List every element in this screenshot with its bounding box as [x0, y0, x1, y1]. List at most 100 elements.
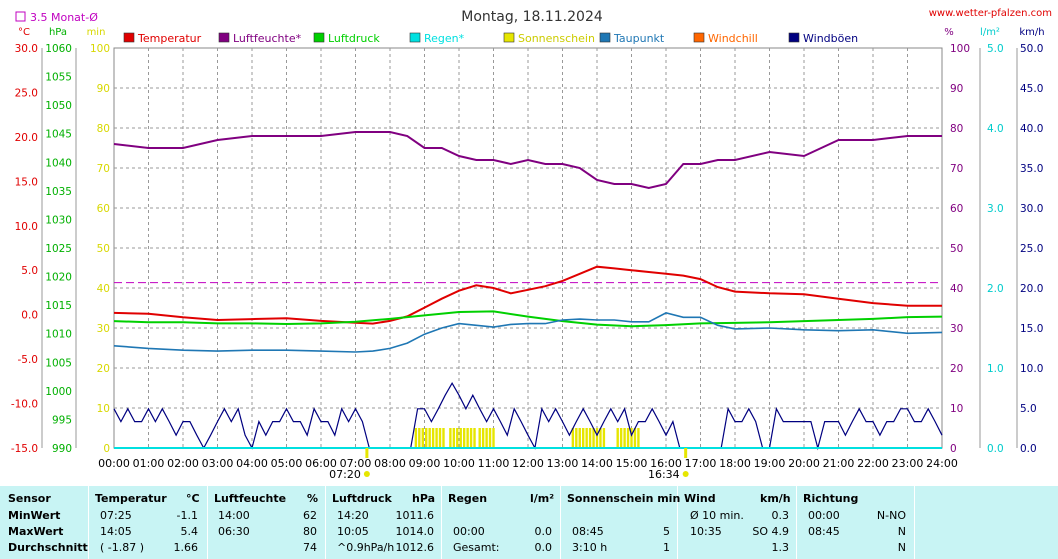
hdr-pressure: Luftdruck: [332, 492, 392, 505]
axis-tick-pressure: 1020: [45, 272, 72, 284]
legend-label: Windböen: [803, 32, 858, 45]
sunshine-bar: [466, 428, 469, 448]
axis-tick-temperature: 15.0: [15, 176, 38, 188]
sunshine-bar: [456, 428, 459, 448]
rain-value: 0.0: [534, 541, 553, 554]
axis-tick-pressure: 1035: [45, 186, 72, 198]
axis-tick-humidity: 70: [950, 163, 963, 175]
series-line-windb-en: [113, 381, 943, 451]
chart-title: Montag, 18.11.2024: [461, 9, 603, 25]
direction-time: 00:00: [808, 509, 840, 522]
direction-value: N: [897, 541, 906, 554]
sunshine-bar: [488, 428, 492, 448]
hdr-wind: Wind: [684, 492, 716, 505]
axis-tick-pressure: 1015: [45, 300, 72, 312]
sunshine-bar: [492, 428, 495, 448]
sunshine-bar: [630, 428, 633, 448]
axis-tick-humidity: 100: [950, 43, 970, 55]
rain-time: Gesamt:: [453, 541, 500, 554]
sunshine-bar: [626, 428, 630, 448]
axis-tick-sunshine: 70: [97, 163, 110, 175]
axis-tick-humidity: 40: [950, 283, 963, 295]
site-url: www.wetter-pfalzen.com: [929, 8, 1052, 19]
x-tick-label: 24:00: [926, 457, 958, 470]
stat-row-label: Durchschnitt: [8, 541, 88, 554]
sunshine-bar: [421, 428, 424, 448]
axis-tick-humidity: 60: [950, 203, 963, 215]
axis-tick-rain: 0.0: [987, 443, 1004, 455]
axis-tick-pressure: 1005: [45, 357, 72, 369]
stat-row-label: MaxWert: [8, 525, 64, 538]
axis-tick-pressure: 990: [52, 443, 72, 455]
hdr-pressure-unit: hPa: [412, 492, 436, 505]
legend-label: Luftdruck: [328, 32, 380, 45]
pressure-time: 10:05: [337, 525, 369, 538]
axis-tick-wind: 0.0: [1020, 443, 1037, 455]
x-tick-label: 04:00: [236, 457, 268, 470]
axis-tick-sunshine: 100: [90, 43, 110, 55]
legend-swatch: [313, 32, 325, 43]
x-tick-label: 21:00: [823, 457, 855, 470]
axis-tick-rain: 3.0: [987, 203, 1004, 215]
sunshine-bar: [452, 428, 456, 448]
sunshine-bar: [633, 428, 637, 448]
legend-swatch: [409, 32, 421, 43]
sunshine-bar: [414, 428, 418, 448]
stats-row: MinWert 07:25 -1.1 14:00 62 14:20 1011.6 Ø 10 m…: [0, 509, 1058, 525]
avg-legend-label: 3.5 Monat-Ø: [30, 11, 98, 24]
sunshine-bar: [431, 428, 435, 448]
axis-tick-sunshine: 30: [97, 323, 110, 335]
temp-value: 5.4: [180, 525, 199, 538]
axis-unit-rain: l/m²: [980, 27, 1000, 38]
hdr-sensor: Sensor: [8, 492, 51, 505]
sunshine-bar: [623, 428, 626, 448]
sunshine-bar: [478, 428, 481, 448]
sun-event-label: 16:34: [648, 468, 680, 481]
axis-tick-temperature: 5.0: [21, 265, 38, 277]
x-tick-label: 19:00: [754, 457, 786, 470]
axis-tick-pressure: 1030: [45, 214, 72, 226]
hdr-humidity-unit: %: [307, 492, 319, 505]
x-tick-label: 00:00: [98, 457, 130, 470]
stats-header-row: Sensor Temperatur °C Luftfeuchte % Luftd…: [0, 492, 1058, 508]
axis-tick-sunshine: 0: [103, 443, 110, 455]
x-tick-label: 03:00: [202, 457, 234, 470]
axis-tick-pressure: 1000: [45, 386, 72, 398]
legend-label: Taupunkt: [613, 32, 665, 45]
stat-row-label: MinWert: [8, 509, 61, 522]
pressure-value: 1012.6: [395, 541, 435, 554]
axis-tick-wind: 45.0: [1020, 83, 1043, 95]
axis-tick-wind: 5.0: [1020, 403, 1037, 415]
sunshine-bar: [588, 428, 592, 448]
x-tick-label: 01:00: [133, 457, 165, 470]
axis-tick-temperature: 25.0: [15, 87, 38, 99]
hdr-temperature: Temperatur: [95, 492, 167, 505]
humidity-value: 80: [303, 525, 317, 538]
axis-tick-sunshine: 90: [97, 83, 110, 95]
axis-tick-humidity: 50: [950, 243, 963, 255]
sunshine-bar: [599, 428, 602, 448]
pressure-value: 1014.0: [395, 525, 435, 538]
axis-tick-humidity: 20: [950, 363, 963, 375]
x-tick-label: 06:00: [305, 457, 337, 470]
series-line-luftfeuchte: [113, 131, 942, 190]
sunshine-bar: [571, 428, 575, 448]
direction-time: 08:45: [808, 525, 840, 538]
x-tick-label: 05:00: [271, 457, 303, 470]
direction-value: N: [897, 525, 906, 538]
legend-label: Temperatur: [137, 32, 202, 45]
x-tick-label: 13:00: [547, 457, 579, 470]
axis-tick-pressure: 1040: [45, 157, 72, 169]
humidity-time: 06:30: [218, 525, 250, 538]
axis-tick-pressure: 1050: [45, 100, 72, 112]
sunshine-bar: [418, 428, 421, 448]
axis-tick-humidity: 0: [950, 443, 957, 455]
sunshine-bar: [442, 428, 445, 448]
weather-chart: Montag, 18.11.2024 www.wetter-pfalzen.co…: [10, 8, 1052, 481]
sunshine-bar: [595, 428, 599, 448]
legend-label: Regen*: [424, 32, 465, 45]
axis-tick-temperature: 30.0: [15, 43, 38, 55]
sunshine-bar: [592, 428, 595, 448]
legend-swatch: [123, 32, 135, 43]
axis-tick-wind: 25.0: [1020, 243, 1043, 255]
